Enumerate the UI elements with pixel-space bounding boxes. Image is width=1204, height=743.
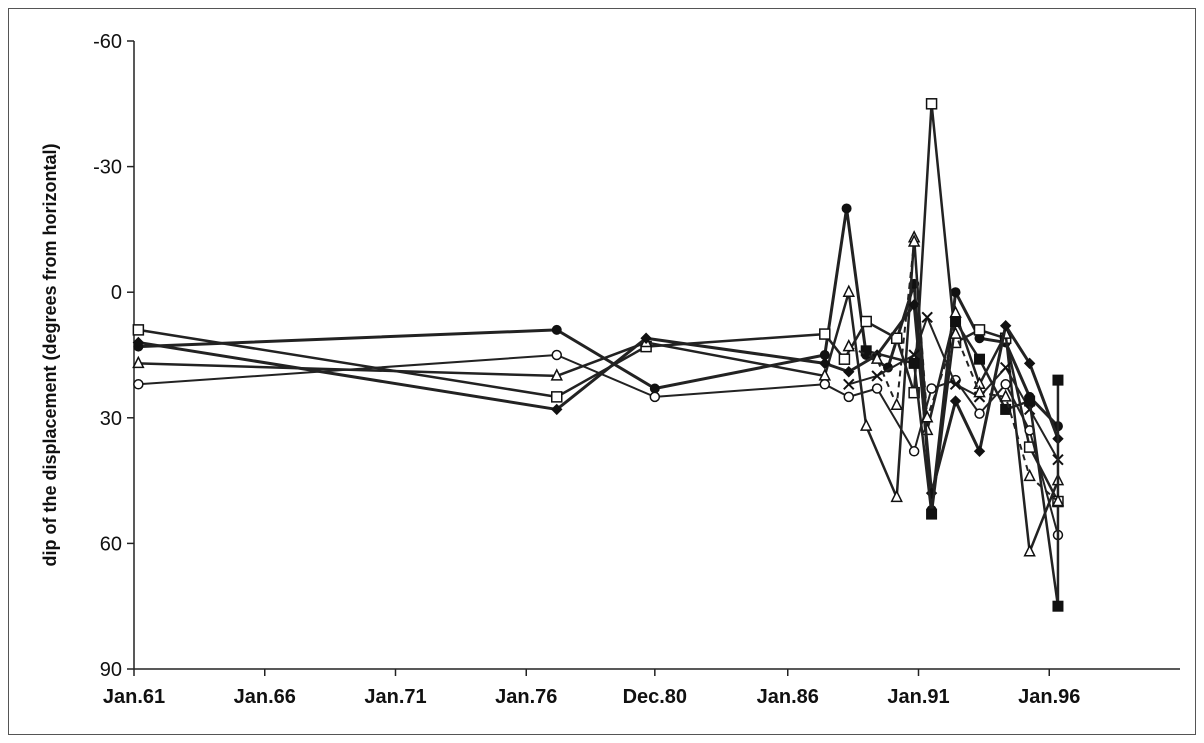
x-tick-label: Jan.71 (364, 686, 426, 708)
axes: -60 -30 0 30 60 90 Jan.61 Jan.66 Jan.71 Jan.76 Dec… (93, 31, 1180, 708)
point-diamond (908, 299, 920, 311)
point-open-triangle (890, 489, 903, 503)
point-open-triangle (1023, 468, 1036, 482)
point-x-stroke (921, 311, 933, 324)
point-open-triangle (890, 397, 903, 410)
point-diamond (973, 445, 986, 458)
point-open-circle (926, 383, 937, 394)
point-open-circle (819, 379, 831, 390)
point-diamond (1023, 357, 1036, 370)
series-5 (132, 299, 1064, 499)
point-x-stroke (871, 370, 883, 382)
series-4 (133, 349, 1064, 541)
series-line (848, 240, 1059, 503)
x-tick-label: Jan.76 (495, 686, 557, 708)
point-open-triangle (859, 418, 873, 431)
point-open-triangle (1051, 493, 1065, 507)
point-open-circle (133, 379, 144, 390)
point-open-square (908, 386, 920, 399)
point-open-circle (1000, 379, 1011, 390)
point-filled-square (860, 345, 872, 357)
point-open-square (132, 324, 145, 336)
series-8 (842, 234, 1065, 507)
y-tick-label: -30 (93, 157, 122, 179)
point-diamond (132, 336, 145, 349)
point-x-stroke (843, 378, 855, 391)
point-diamond (640, 332, 652, 344)
x-tick-label: Dec.80 (623, 686, 688, 708)
point-open-square (890, 332, 903, 345)
point-x-stroke (999, 361, 1012, 374)
point-open-triangle (842, 284, 855, 297)
point-open-circle (974, 408, 985, 419)
x-tick-label: Jan.61 (103, 686, 165, 708)
point-diamond (551, 403, 563, 416)
point-open-square (973, 324, 986, 336)
point-open-square (838, 353, 851, 365)
x-tick-label: Jan.96 (1018, 686, 1080, 708)
y-tick-label: 30 (100, 408, 122, 430)
point-open-square (551, 391, 563, 403)
point-open-circle (649, 391, 661, 403)
point-diamond (999, 319, 1012, 332)
series-7 (860, 316, 1064, 612)
point-diamond (843, 366, 855, 378)
point-open-circle (908, 446, 920, 457)
y-tick-label: 60 (100, 533, 122, 555)
x-tick-label: Jan.86 (757, 686, 819, 708)
point-filled-square (908, 357, 920, 369)
point-open-triangle (550, 368, 563, 381)
point-open-triangle (949, 326, 962, 339)
y-tick-label: 90 (100, 659, 122, 681)
point-open-triangle (921, 410, 934, 423)
point-open-triangle (999, 389, 1012, 402)
y-tick-label: -60 (93, 31, 122, 53)
point-filled-square (974, 353, 986, 365)
x-tick-label: Jan.91 (887, 686, 949, 708)
point-open-square (925, 98, 938, 110)
point-filled-square (1052, 374, 1064, 386)
point-x (921, 311, 933, 324)
point-x (999, 361, 1012, 374)
point-x (843, 378, 855, 391)
point-filled-square (926, 508, 938, 520)
point-filled-circle (950, 287, 961, 298)
point-open-triangle (870, 351, 884, 364)
point-open-circle (871, 383, 883, 394)
point-open-triangle (842, 338, 855, 352)
point-filled-square (950, 316, 962, 328)
point-open-triangle (132, 355, 145, 369)
point-open-triangle (907, 234, 921, 247)
point-filled-square (1052, 600, 1064, 612)
point-diamond (949, 395, 962, 407)
point-filled-square (1024, 395, 1036, 407)
series-group (132, 98, 1065, 612)
point-open-circle (551, 349, 563, 361)
point-x (949, 378, 962, 391)
point-open-square (819, 328, 831, 340)
y-axis-title: dip of the displacement (degrees from ho… (40, 143, 60, 566)
point-open-square (860, 315, 872, 328)
point-open-circle (843, 391, 855, 403)
point-filled-square (1000, 403, 1012, 415)
point-filled-circle (841, 203, 852, 214)
point-x-stroke (949, 378, 962, 391)
point-diamond (819, 357, 831, 370)
point-open-triangle (973, 385, 986, 398)
x-tick-label: Jan.66 (234, 686, 296, 708)
series-line (138, 102, 1060, 503)
y-tick-label: 0 (111, 282, 122, 304)
point-x (871, 370, 883, 382)
point-filled-circle (551, 324, 562, 335)
point-open-triangle (1023, 544, 1036, 557)
